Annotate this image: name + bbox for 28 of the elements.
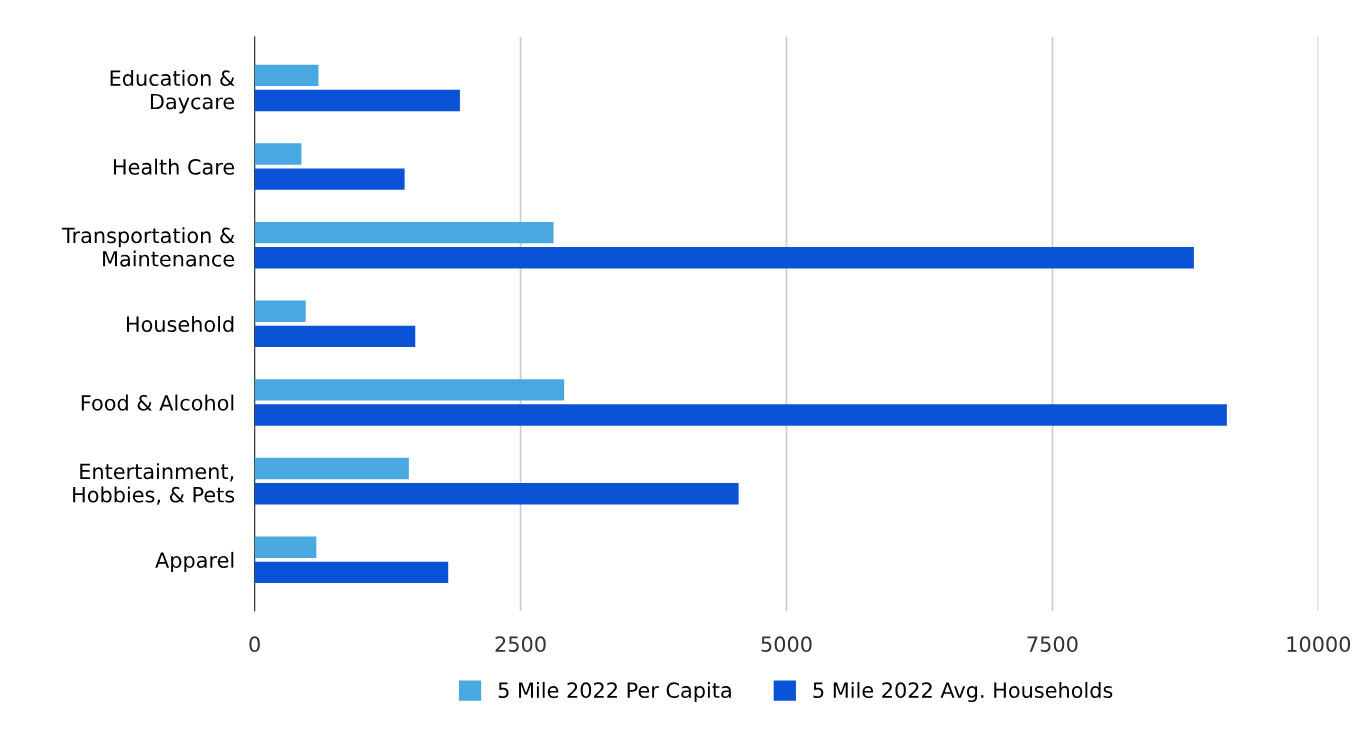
y-tick-label: Transportation & Maintenance <box>61 227 235 267</box>
bar <box>254 168 405 190</box>
y-tick-label: Apparel <box>155 551 234 573</box>
x-tick-label: 10000 <box>1287 636 1351 653</box>
bar <box>254 221 554 244</box>
bar <box>254 404 1227 426</box>
y-tick-label: Health Care <box>113 158 235 175</box>
bar <box>254 143 302 165</box>
legend-label: 5 Mile 2022 Per Capita <box>498 681 731 703</box>
bar <box>254 379 565 401</box>
bar <box>254 483 739 505</box>
y-tick-label: Household <box>126 315 234 333</box>
legend-label: 5 Mile 2022 Avg. Households <box>813 681 1113 703</box>
y-tick-label: Food & Alcohol <box>81 394 234 411</box>
y-tick-label: Entertainment, Hobbies, & Pets <box>73 463 235 505</box>
bar <box>254 457 409 480</box>
bar <box>254 89 460 112</box>
x-tick-label: 7500 <box>1027 636 1078 653</box>
x-tick-label: 2500 <box>495 636 546 653</box>
bar <box>254 561 449 584</box>
y-tick-label: Education & Daycare <box>110 69 235 114</box>
bar <box>254 64 319 87</box>
bar <box>254 300 306 322</box>
bar <box>254 536 317 558</box>
x-tick-label: 5000 <box>761 636 812 653</box>
bar <box>254 325 416 348</box>
x-tick-label: 0 <box>249 636 260 653</box>
bar <box>254 247 1194 269</box>
